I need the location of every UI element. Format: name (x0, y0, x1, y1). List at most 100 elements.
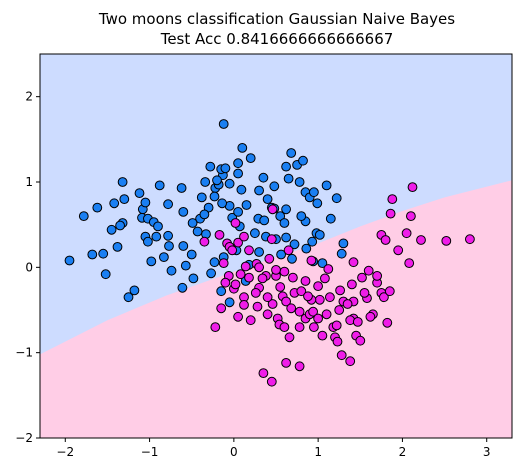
data-point (210, 322, 221, 333)
data-point (276, 249, 287, 260)
data-point (275, 282, 286, 292)
data-point (154, 180, 165, 191)
series-1 (199, 182, 475, 387)
data-point (342, 299, 353, 309)
data-point (382, 317, 393, 328)
data-point (216, 303, 227, 314)
data-point (146, 256, 157, 267)
data-point (216, 286, 227, 297)
data-point (100, 269, 111, 280)
x-tick-label: 0 (230, 445, 238, 459)
data-point (281, 232, 292, 243)
y-tick-label: 1 (25, 175, 33, 189)
data-point (224, 297, 235, 308)
y-tick-label: −2 (15, 431, 33, 445)
data-point (233, 311, 244, 322)
data-point (92, 202, 103, 213)
data-point (205, 161, 216, 172)
data-point (176, 183, 187, 193)
data-point (244, 272, 254, 283)
data-point (321, 309, 332, 320)
data-point (163, 230, 174, 241)
data-point (269, 181, 280, 192)
data-point (220, 277, 231, 288)
data-point (177, 282, 188, 293)
data-point (224, 178, 235, 189)
data-point (279, 266, 290, 277)
data-point (220, 163, 231, 174)
data-point (294, 306, 305, 317)
data-point (323, 264, 334, 274)
data-point (233, 237, 244, 248)
data-point (296, 211, 307, 222)
data-point (134, 188, 145, 199)
data-point (325, 213, 336, 224)
data-point (244, 245, 254, 256)
data-point (294, 177, 305, 187)
data-point (267, 204, 278, 215)
data-point (407, 182, 418, 193)
data-point (335, 285, 346, 296)
data-point (309, 187, 319, 198)
data-point (140, 197, 151, 208)
data-point (233, 207, 244, 217)
data-point (258, 368, 269, 379)
data-point (357, 272, 367, 283)
data-point (245, 153, 256, 164)
data-point (283, 245, 294, 256)
data-point (241, 200, 252, 210)
data-point (301, 243, 312, 254)
y-tick-label: −1 (15, 346, 33, 360)
data-point (266, 376, 277, 387)
data-point (279, 218, 290, 228)
data-point (286, 148, 297, 158)
data-point (372, 271, 383, 281)
data-point (262, 309, 273, 320)
data-point (348, 257, 359, 268)
x-tick-label: −2 (56, 445, 74, 459)
data-point (227, 245, 238, 256)
data-point (303, 291, 313, 302)
data-point (209, 257, 220, 268)
data-point (259, 215, 270, 226)
data-point (298, 155, 308, 166)
lower-class-region (40, 180, 512, 439)
data-point (441, 236, 452, 246)
x-tick-label: 2 (399, 445, 407, 459)
data-point (393, 245, 404, 256)
data-point (218, 119, 229, 129)
data-point (254, 262, 265, 273)
data-point (199, 209, 210, 220)
data-point (289, 239, 300, 250)
data-point (239, 231, 249, 242)
axes: −2 −1 0 1 2 3 −2 −1 0 1 2 (15, 53, 513, 459)
data-point (286, 303, 297, 314)
data-point (294, 322, 305, 333)
data-point (199, 236, 210, 247)
chart-subtitle: Test Acc 0.8416666666666667 (160, 30, 394, 48)
data-point (164, 241, 174, 251)
data-point (365, 311, 376, 322)
data-point (347, 279, 357, 290)
data-point (239, 300, 249, 310)
data-point (153, 221, 163, 232)
data-point (217, 198, 228, 209)
data-point (258, 172, 269, 183)
data-point (151, 231, 162, 242)
data-point (406, 211, 416, 222)
data-point (186, 249, 197, 260)
data-point (98, 248, 109, 259)
data-point (267, 299, 278, 309)
data-point (236, 184, 247, 195)
data-point (257, 273, 268, 284)
data-point (129, 285, 140, 296)
data-point (250, 228, 260, 239)
scatter-points (64, 119, 475, 387)
data-point (284, 332, 295, 343)
data-point (87, 249, 98, 260)
data-point (212, 175, 222, 186)
data-point (331, 193, 342, 204)
data-point (192, 226, 203, 237)
data-point (218, 258, 229, 269)
